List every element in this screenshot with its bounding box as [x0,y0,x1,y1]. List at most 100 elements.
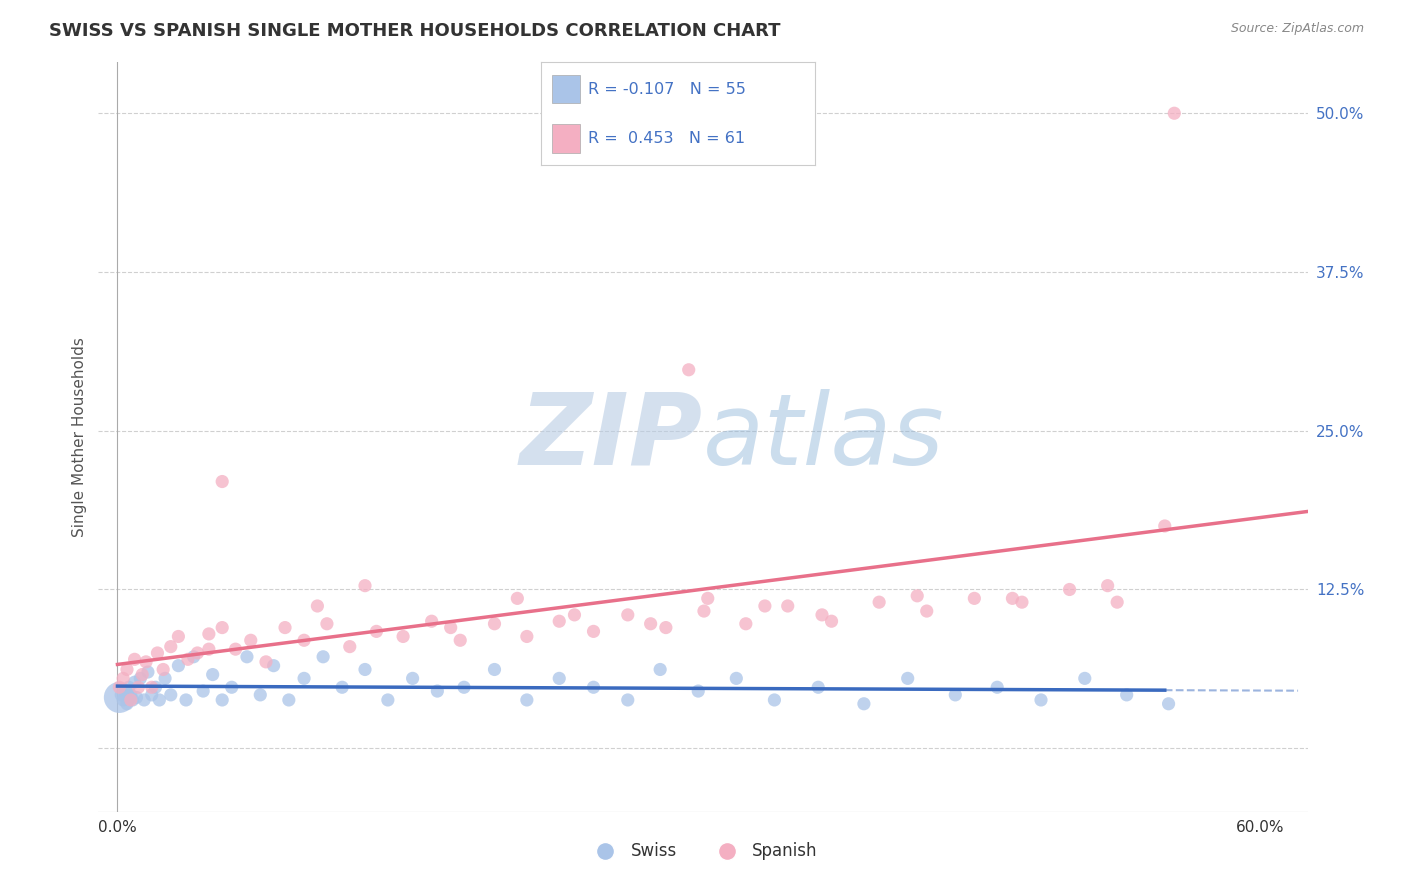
Point [201,667,224,681]
Point [811,607,834,622]
Point [134,693,156,707]
Point [177,652,200,666]
Point [696,591,718,606]
Point [167,630,190,644]
Point [650,663,672,677]
Point [225,642,247,657]
Point [1153,519,1175,533]
Point [112,672,135,686]
Point [693,604,716,618]
Point [148,693,170,707]
Point [274,621,297,635]
Point [1059,582,1081,597]
Point [986,680,1008,694]
Point [506,591,529,606]
Point [453,680,475,694]
Point [307,599,329,613]
Point [239,633,262,648]
Point [136,665,159,679]
Point [807,680,830,694]
Point [152,663,174,677]
Point [640,616,662,631]
Point [198,642,221,657]
Point [354,663,377,677]
Point [354,579,377,593]
Point [211,693,233,707]
Point [198,627,221,641]
Point [401,672,423,686]
Point [516,630,538,644]
Point [905,589,928,603]
Y-axis label: Single Mother Households: Single Mother Households [72,337,87,537]
Bar [553,75,579,103]
Point [263,658,285,673]
Point [127,680,149,694]
Point [135,655,157,669]
Point [141,680,163,694]
Text: ZIP: ZIP [520,389,703,485]
Text: Source: ZipAtlas.com: Source: ZipAtlas.com [1230,22,1364,36]
Point [366,624,388,639]
Point [678,363,700,377]
Point [153,672,176,686]
Point [114,684,136,698]
Point [339,640,361,654]
Point [120,693,142,707]
Point [146,646,169,660]
Point [221,680,243,694]
Point [516,693,538,707]
Point [1107,595,1129,609]
Point [167,658,190,673]
Point [426,684,449,698]
Point [292,672,315,686]
Point [211,475,233,489]
Point [145,680,167,694]
Point [484,616,506,631]
Point [316,616,339,631]
Point [725,672,748,686]
Point [1157,697,1180,711]
Point [312,649,335,664]
Point [582,624,605,639]
Legend: Swiss, Spanish: Swiss, Spanish [582,836,824,867]
Point [159,640,181,654]
Point [183,649,205,664]
Point [236,649,259,664]
Point [440,621,463,635]
Point [548,614,571,628]
Text: SWISS VS SPANISH SINGLE MOTHER HOUSEHOLDS CORRELATION CHART: SWISS VS SPANISH SINGLE MOTHER HOUSEHOLD… [49,22,780,40]
Point [112,693,135,707]
Point [484,663,506,677]
Point [124,675,146,690]
Point [141,688,163,702]
Point [249,688,271,702]
Point [115,663,138,677]
Point [124,652,146,666]
Point [852,697,875,711]
Point [254,655,277,669]
Point [820,614,842,628]
Point [211,621,233,635]
Point [1029,693,1052,707]
Point [292,633,315,648]
Point [655,621,678,635]
Point [617,607,640,622]
Bar [553,124,579,153]
Point [564,607,586,622]
Point [186,646,208,660]
Point [159,688,181,702]
Point [377,693,399,707]
Point [776,599,799,613]
Point [1097,579,1119,593]
Text: R =  0.453   N = 61: R = 0.453 N = 61 [588,131,745,146]
Point [1163,106,1185,120]
Point [1115,688,1137,702]
Point [120,688,142,702]
Point [392,630,415,644]
Point [174,693,197,707]
Point [108,690,131,705]
Point [582,680,605,694]
Point [763,693,786,707]
Point [277,693,299,707]
Point [131,667,153,681]
